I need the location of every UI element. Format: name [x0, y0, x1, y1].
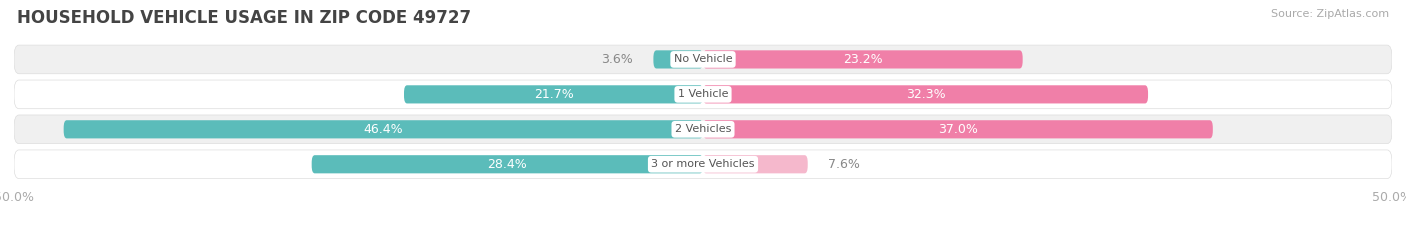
Text: 46.4%: 46.4% — [364, 123, 404, 136]
Text: 21.7%: 21.7% — [534, 88, 574, 101]
FancyBboxPatch shape — [703, 50, 1022, 69]
FancyBboxPatch shape — [703, 155, 807, 173]
Text: 32.3%: 32.3% — [905, 88, 945, 101]
Text: 7.6%: 7.6% — [828, 158, 860, 171]
Text: 1 Vehicle: 1 Vehicle — [678, 89, 728, 99]
Text: 3.6%: 3.6% — [600, 53, 633, 66]
Text: 28.4%: 28.4% — [488, 158, 527, 171]
Text: 3 or more Vehicles: 3 or more Vehicles — [651, 159, 755, 169]
FancyBboxPatch shape — [14, 80, 1392, 109]
Text: 2 Vehicles: 2 Vehicles — [675, 124, 731, 134]
Text: No Vehicle: No Vehicle — [673, 55, 733, 64]
FancyBboxPatch shape — [703, 85, 1149, 103]
Text: Source: ZipAtlas.com: Source: ZipAtlas.com — [1271, 9, 1389, 19]
FancyBboxPatch shape — [14, 115, 1392, 144]
FancyBboxPatch shape — [703, 120, 1213, 138]
Text: 37.0%: 37.0% — [938, 123, 977, 136]
Text: HOUSEHOLD VEHICLE USAGE IN ZIP CODE 49727: HOUSEHOLD VEHICLE USAGE IN ZIP CODE 4972… — [17, 9, 471, 27]
FancyBboxPatch shape — [14, 45, 1392, 74]
FancyBboxPatch shape — [404, 85, 703, 103]
FancyBboxPatch shape — [312, 155, 703, 173]
Text: 23.2%: 23.2% — [844, 53, 883, 66]
FancyBboxPatch shape — [14, 150, 1392, 179]
FancyBboxPatch shape — [654, 50, 703, 69]
FancyBboxPatch shape — [63, 120, 703, 138]
